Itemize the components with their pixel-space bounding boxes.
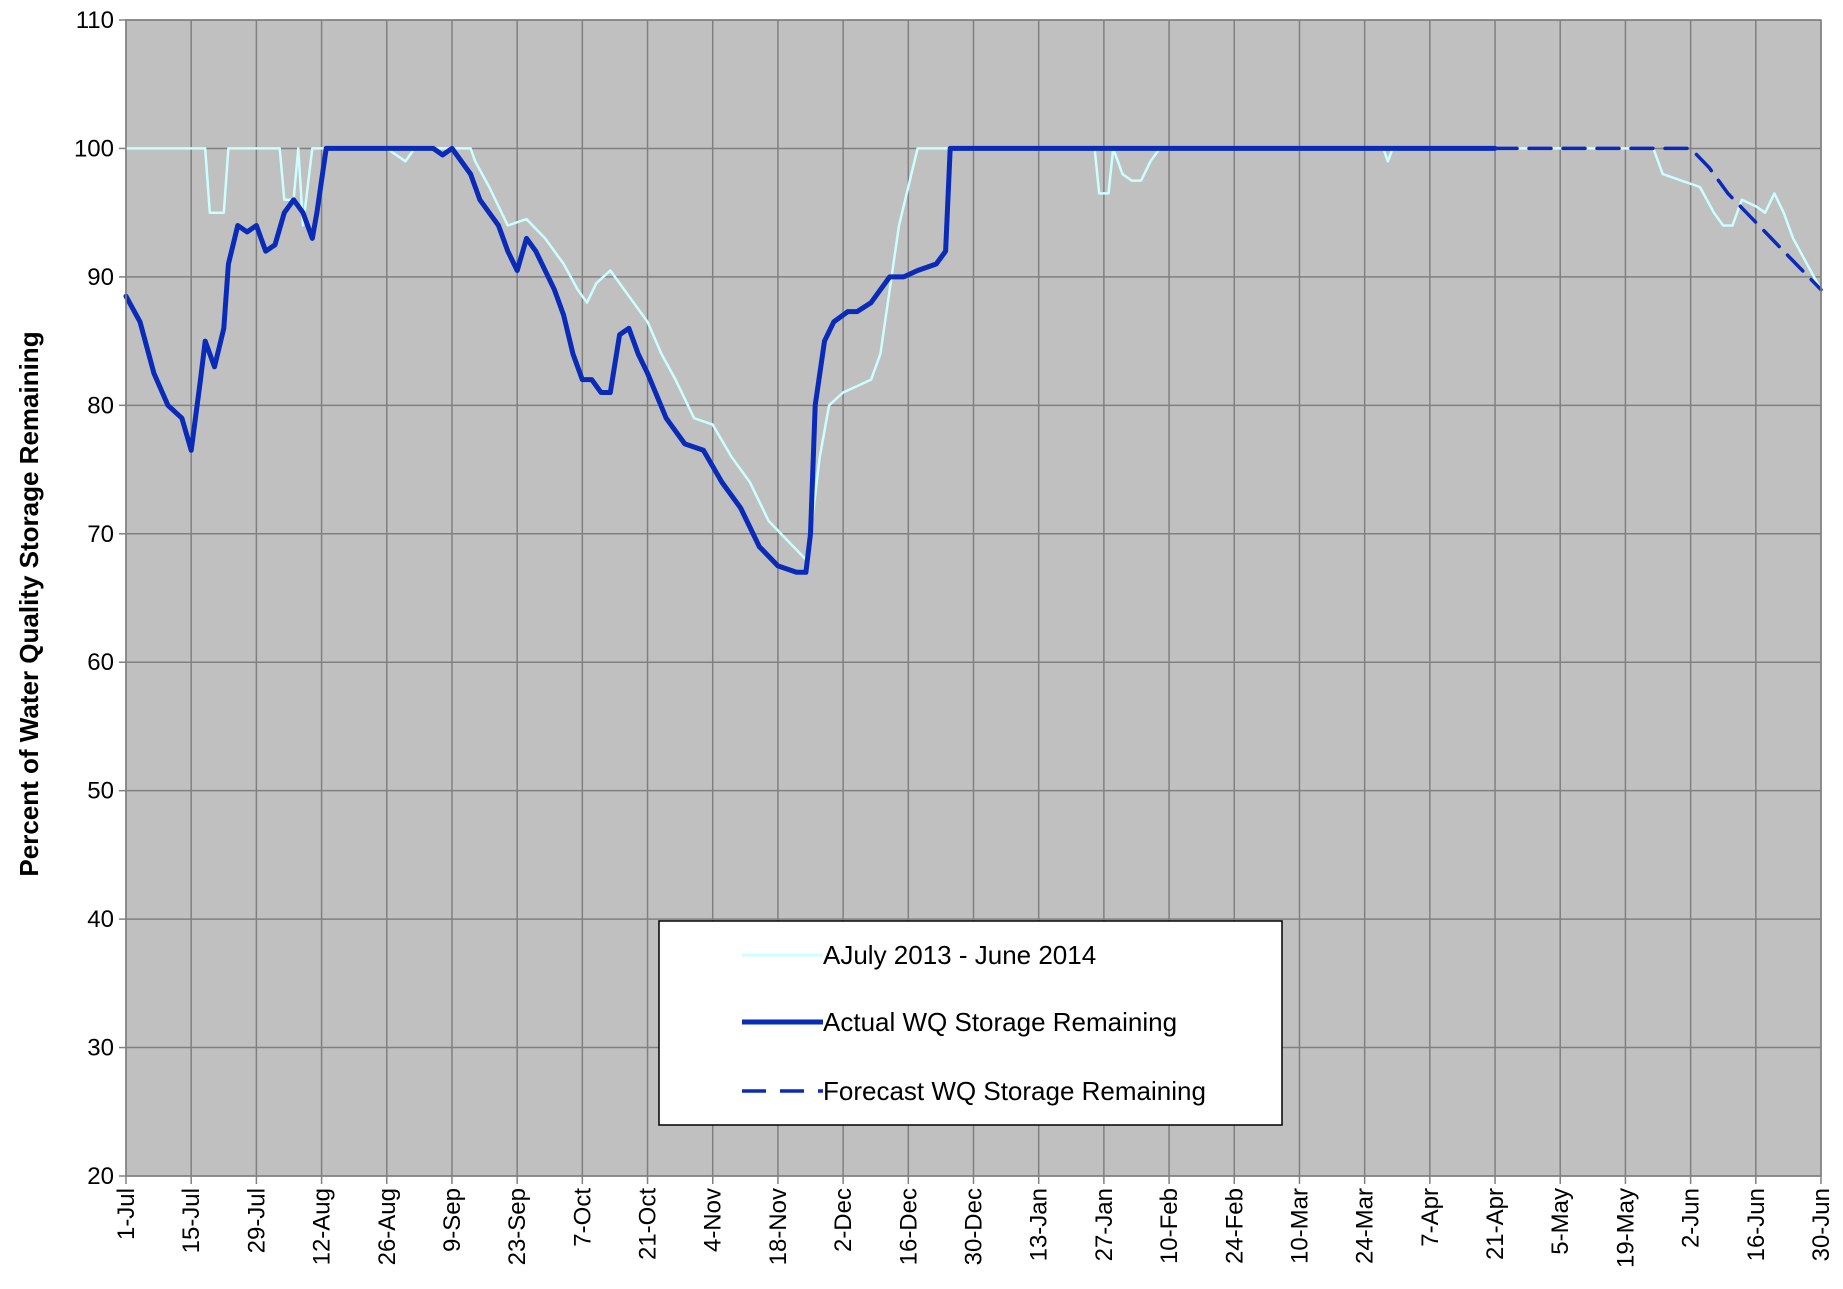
x-tick-label: 9-Sep — [439, 1188, 466, 1252]
legend-label-forecast: Forecast WQ Storage Remaining — [823, 1076, 1206, 1106]
x-tick-label: 19-May — [1612, 1188, 1639, 1268]
y-tick-label: 20 — [87, 1163, 114, 1190]
y-tick-label: 80 — [87, 392, 114, 419]
x-tick-label: 24-Feb — [1221, 1188, 1248, 1264]
x-tick-label: 27-Jan — [1091, 1188, 1118, 1261]
x-tick-label: 21-Oct — [635, 1188, 662, 1260]
x-tick-label: 10-Mar — [1286, 1188, 1313, 1264]
x-tick-label: 16-Dec — [895, 1188, 922, 1265]
x-tick-label: 15-Jul — [178, 1188, 205, 1253]
legend: AJuly 2013 - June 2014 Actual WQ Storage… — [658, 920, 1283, 1126]
x-tick-label: 4-Nov — [700, 1188, 727, 1252]
x-tick-label: 16-Jun — [1743, 1188, 1770, 1261]
x-tick-label: 18-Nov — [765, 1188, 792, 1265]
series-forecast-group — [1493, 146, 1823, 292]
series-actual-group — [123, 145, 1498, 575]
x-tick-label: 2-Dec — [830, 1188, 857, 1252]
legend-label-ajuly: AJuly 2013 - June 2014 — [823, 940, 1096, 970]
x-tick-label: 30-Jun — [1808, 1188, 1835, 1261]
y-tick-label: 100 — [74, 135, 114, 162]
x-tick-label: 26-Aug — [374, 1188, 401, 1265]
y-tick-label: 50 — [87, 778, 114, 805]
x-tick-label: 7-Oct — [569, 1188, 596, 1247]
x-tick-label: 5-May — [1547, 1188, 1574, 1255]
x-tick-label: 2-Jun — [1678, 1188, 1705, 1248]
series-actual-line — [123, 145, 1498, 575]
y-axis: 20 30 40 50 60 70 80 90 100 110 — [74, 7, 126, 1190]
x-tick-label: 12-Aug — [309, 1188, 336, 1265]
y-tick-label: 40 — [87, 906, 114, 933]
y-tick-label: 60 — [87, 649, 114, 676]
x-tick-label: 21-Apr — [1482, 1188, 1509, 1260]
x-axis: 1-Jul 15-Jul 29-Jul 12-Aug 26-Aug 9-Sep 23-Sep… — [113, 1176, 1835, 1268]
x-tick-label: 10-Feb — [1156, 1188, 1183, 1264]
x-tick-label: 7-Apr — [1417, 1188, 1444, 1247]
y-axis-label: Percent of Water Quality Storage Remaini… — [14, 331, 44, 876]
y-tick-label: 70 — [87, 521, 114, 548]
series-forecast-line — [1493, 146, 1823, 292]
y-tick-label: 110 — [76, 7, 114, 34]
x-tick-label: 13-Jan — [1026, 1188, 1053, 1261]
x-tick-label: 23-Sep — [504, 1188, 531, 1265]
y-tick-label: 90 — [87, 264, 114, 291]
x-tick-label: 24-Mar — [1352, 1188, 1379, 1264]
x-tick-label: 30-Dec — [961, 1188, 988, 1265]
x-tick-label: 29-Jul — [243, 1188, 270, 1253]
y-tick-label: 30 — [87, 1035, 114, 1062]
legend-label-actual: Actual WQ Storage Remaining — [823, 1007, 1177, 1037]
x-tick-label: 1-Jul — [113, 1188, 140, 1240]
